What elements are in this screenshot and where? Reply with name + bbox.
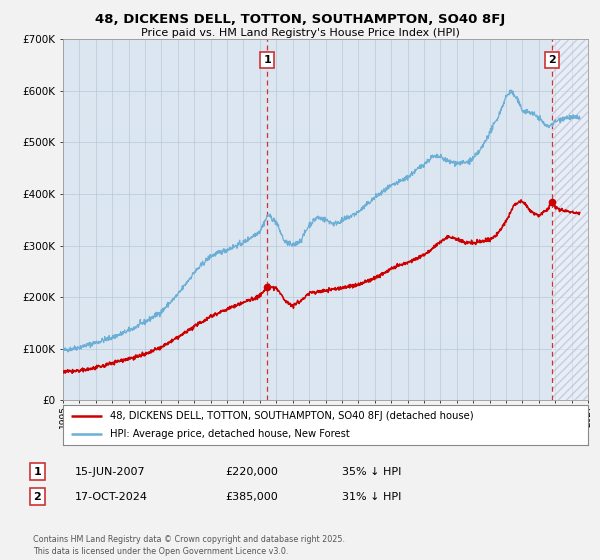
Text: 17-OCT-2024: 17-OCT-2024 bbox=[75, 492, 148, 502]
Text: 48, DICKENS DELL, TOTTON, SOUTHAMPTON, SO40 8FJ (detached house): 48, DICKENS DELL, TOTTON, SOUTHAMPTON, S… bbox=[110, 411, 474, 421]
Text: 35% ↓ HPI: 35% ↓ HPI bbox=[342, 466, 401, 477]
Text: 48, DICKENS DELL, TOTTON, SOUTHAMPTON, SO40 8FJ: 48, DICKENS DELL, TOTTON, SOUTHAMPTON, S… bbox=[95, 13, 505, 26]
Text: Price paid vs. HM Land Registry's House Price Index (HPI): Price paid vs. HM Land Registry's House … bbox=[140, 28, 460, 38]
Bar bbox=[552, 39, 588, 400]
Text: HPI: Average price, detached house, New Forest: HPI: Average price, detached house, New … bbox=[110, 430, 350, 439]
Text: £385,000: £385,000 bbox=[225, 492, 278, 502]
Bar bbox=[552, 39, 588, 400]
Text: 1: 1 bbox=[34, 466, 41, 477]
Text: 1: 1 bbox=[263, 55, 271, 65]
Text: 15-JUN-2007: 15-JUN-2007 bbox=[75, 466, 146, 477]
Text: 2: 2 bbox=[34, 492, 41, 502]
Text: £220,000: £220,000 bbox=[225, 466, 278, 477]
Text: Contains HM Land Registry data © Crown copyright and database right 2025.
This d: Contains HM Land Registry data © Crown c… bbox=[33, 535, 345, 556]
Text: 2: 2 bbox=[548, 55, 556, 65]
Text: 31% ↓ HPI: 31% ↓ HPI bbox=[342, 492, 401, 502]
